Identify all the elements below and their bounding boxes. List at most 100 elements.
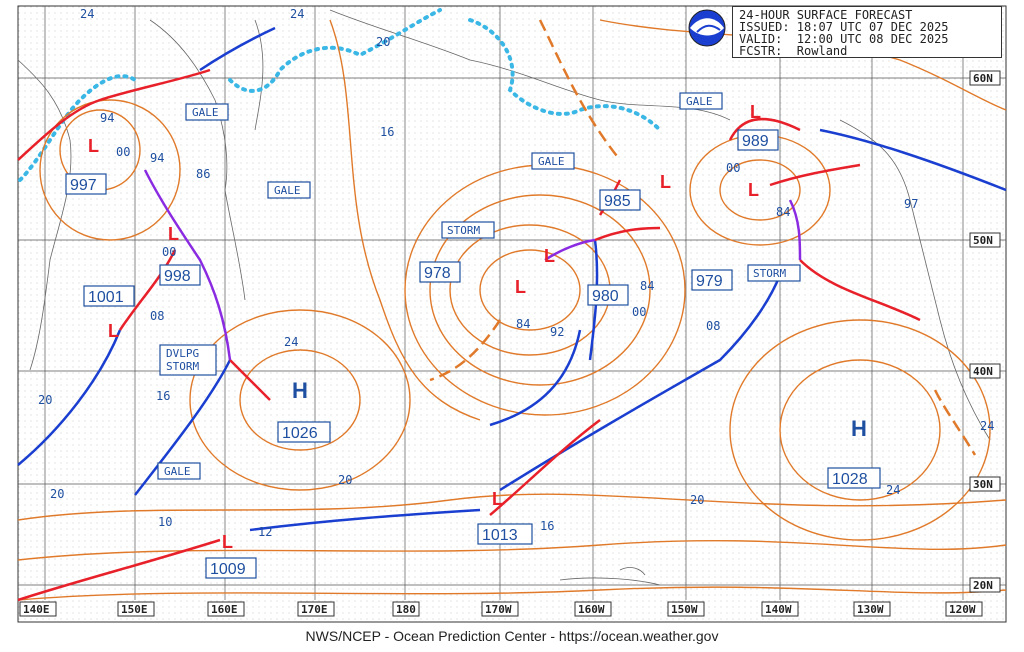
low-marker-L: L [108, 321, 119, 341]
warning-label: GALE [192, 106, 219, 119]
lon-label: 140E [23, 603, 50, 616]
isobar-label: 84 [776, 205, 790, 219]
low-center-1013: 1013 [477, 523, 533, 545]
warning-storm-1: STORM [441, 221, 495, 239]
isobar-label: 08 [150, 309, 164, 323]
low-markers: L L L L L L L L L L [88, 102, 761, 552]
isobar-label: 00 [632, 305, 646, 319]
low-marker-L: L [750, 102, 761, 122]
low-center-989: 989 [737, 129, 779, 151]
warning-dvlpg-storm: DVLPG STORM [159, 344, 217, 376]
low-marker-L: L [88, 136, 99, 156]
lat-label: 50N [973, 234, 993, 247]
center-pressure: 998 [164, 268, 191, 285]
noaa-logo [688, 9, 726, 47]
isobar-label: 00 [116, 145, 130, 159]
center-pressure: 985 [604, 193, 631, 210]
map-frame [17, 5, 1007, 623]
latitude-labels: 60N 50N 40N 30N 20N [969, 70, 1001, 593]
center-symbol: H [851, 416, 867, 441]
warning-label: STORM [753, 267, 786, 280]
isobar-label: 92 [550, 325, 564, 339]
lat-label: 30N [973, 478, 993, 491]
center-pressure: 989 [742, 133, 769, 150]
center-pressure: 997 [70, 177, 97, 194]
warning-gale-1: GALE [185, 103, 229, 121]
isobar-label: 00 [726, 161, 740, 175]
high-center-1: H 1026 [277, 378, 331, 443]
low-marker-L: L [748, 180, 759, 200]
isobar-label: 16 [380, 125, 394, 139]
high-center-2: H 1028 [827, 416, 881, 489]
low-center-1001: 1001 [83, 285, 135, 307]
lon-label: 150W [671, 603, 698, 616]
low-marker-L: L [515, 277, 526, 297]
isobar-label: 84 [640, 279, 654, 293]
isobar-label: 20 [50, 487, 64, 501]
center-pressure: 1009 [210, 561, 246, 578]
isobar-label: 24 [80, 7, 94, 21]
warning-gale-5: GALE [157, 462, 201, 480]
center-symbol: H [292, 378, 308, 403]
low-center-978: 978 [419, 261, 461, 283]
footer-credit: NWS/NCEP - Ocean Prediction Center - htt… [305, 628, 719, 644]
isobar-label: 24 [284, 335, 298, 349]
lat-label: 40N [973, 365, 993, 378]
warning-label: STORM [447, 224, 480, 237]
isobar-label: 00 [162, 245, 176, 259]
low-center-1009: 1009 [205, 557, 257, 579]
isobar-label: 12 [258, 525, 272, 539]
lon-label: 150E [121, 603, 148, 616]
low-marker-L: L [222, 532, 233, 552]
isobar-label: 20 [376, 35, 390, 49]
isobar-label: 20 [338, 473, 352, 487]
low-marker-L: L [492, 489, 503, 509]
isobar-label: 24 [290, 7, 304, 21]
low-marker-L: L [660, 172, 671, 192]
lon-label: 180 [396, 603, 416, 616]
low-center-985: 985 [599, 189, 641, 211]
header-title: 24-HOUR SURFACE FORECAST [739, 8, 913, 22]
center-pressure: 1026 [282, 425, 318, 442]
low-marker-L: L [544, 246, 555, 266]
header-issued: ISSUED: 18:07 UTC 07 DEC 2025 [739, 20, 949, 34]
isobar-label: 20 [38, 393, 52, 407]
isobar-label: 94 [150, 151, 164, 165]
center-pressure: 1013 [482, 527, 518, 544]
warning-storm-2: STORM [747, 264, 801, 282]
warning-gale-2: GALE [267, 181, 311, 199]
forecast-header: 24-HOUR SURFACE FORECAST ISSUED: 18:07 U… [732, 6, 1002, 58]
lon-label: 160E [211, 603, 238, 616]
low-marker-L: L [168, 224, 179, 244]
isobar-label: 97 [904, 197, 918, 211]
lat-label: 60N [973, 72, 993, 85]
lon-label: 130W [857, 603, 884, 616]
warning-gale-3: GALE [531, 152, 575, 170]
center-pressure: 1028 [832, 471, 868, 488]
low-center-997: 997 [65, 173, 107, 195]
isobar-label: 08 [706, 319, 720, 333]
isobar-label: 16 [540, 519, 554, 533]
lon-label: 120W [949, 603, 976, 616]
center-pressure: 980 [592, 288, 619, 305]
warning-label: GALE [538, 155, 565, 168]
lon-label: 170E [301, 603, 328, 616]
isobar-label: 84 [516, 317, 530, 331]
isobar-label: 20 [690, 493, 704, 507]
ice-edges [18, 8, 662, 182]
isobar-label: 24 [886, 483, 900, 497]
low-center-979: 979 [691, 269, 733, 291]
center-pressure: 979 [696, 273, 723, 290]
center-pressure: 978 [424, 265, 451, 282]
header-valid: VALID: 12:00 UTC 08 DEC 2025 [739, 32, 949, 46]
center-pressure: 1001 [88, 289, 124, 306]
troughs [429, 19, 977, 456]
warning-label: DVLPG [166, 347, 199, 360]
isobar-label: 86 [196, 167, 210, 181]
warning-label: GALE [686, 95, 713, 108]
isobar-label: 94 [100, 111, 114, 125]
low-center-998: 998 [159, 264, 201, 286]
isobar-label: 10 [158, 515, 172, 529]
warning-gale-4: GALE [679, 92, 723, 110]
